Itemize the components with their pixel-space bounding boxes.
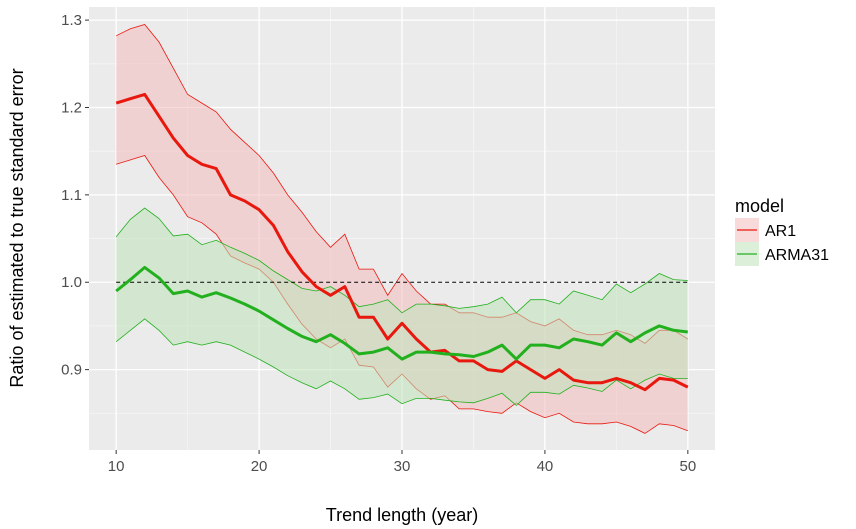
x-tick-label: 40 [537,458,554,475]
bound-upper-arma31 [115,207,688,314]
y-tick-label: 1.2 [61,99,82,116]
series-line-ar1 [115,92,689,392]
y-tick-label: 1.3 [61,12,82,29]
series-line-arma31 [115,265,688,361]
ribbons [115,24,689,434]
x-tick-label: 50 [680,458,697,475]
legend-label-ar1: AR1 [765,223,796,240]
legend-label-arma31: ARMA31 [765,247,829,264]
x-tick-label: 20 [251,458,268,475]
y-axis-title: Ratio of estimated to true standard erro… [7,68,27,387]
legend-title: model [735,196,784,216]
y-tick-label: 0.9 [61,362,82,379]
x-tick-label: 10 [108,458,125,475]
y-axis: 0.9 1.0 1.1 1.2 1.3 [61,12,89,379]
ribbon-arma31 [116,208,688,406]
series-lines [115,92,689,392]
y-tick-label: 1.1 [61,187,82,204]
x-axis-title: Trend length (year) [326,505,478,525]
x-tick-label: 30 [394,458,411,475]
bound-lower-arma31 [115,318,688,406]
legend: model AR1 ARMA31 [735,196,829,266]
x-axis: 10 20 30 40 50 [108,450,696,475]
y-tick-label: 1.0 [61,274,82,291]
